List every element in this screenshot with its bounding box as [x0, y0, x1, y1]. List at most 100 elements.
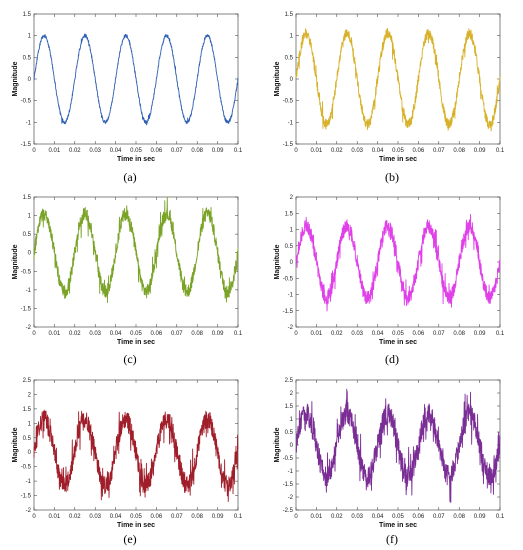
y-tick-label: -1.5: [21, 306, 32, 312]
y-tick-label: 1.5: [23, 12, 32, 18]
x-tick-label: 0.04: [110, 148, 122, 154]
x-tick-label: 0: [32, 331, 36, 337]
y-tick-label: 0: [290, 77, 294, 83]
x-tick-label: 0: [294, 331, 298, 337]
y-axis-label: Magnitude: [274, 427, 281, 462]
y-tick-label: 2: [28, 392, 32, 398]
y-tick-label: -0.5: [21, 99, 32, 105]
signal-line: [33, 196, 239, 304]
y-tick-label: -1: [288, 120, 294, 126]
x-axis-label: Time in sec: [379, 522, 417, 529]
chart-svg: -2 -1.5 -1 -0.5 0 0.5 1 1.5 0 0.01 0.02 0.03 0.04 0.0…: [12, 195, 243, 346]
y-axis-label: Magnitude: [274, 61, 281, 96]
y-tick-label: -0.5: [283, 456, 294, 462]
x-tick-label: 0.01: [311, 148, 323, 154]
chart-svg: -2.5 -2 -1.5 -1 -0.5 0 0.5 1 1.5 2 2.5 0 0.01 0.02 0.0…: [274, 378, 505, 529]
y-tick-label: 2.5: [23, 378, 32, 384]
signal-line: [295, 28, 501, 132]
y-axis-label: Magnitude: [274, 244, 281, 279]
y-tick-label: -1.5: [283, 482, 294, 488]
y-tick-label: 1.5: [285, 211, 294, 217]
y-tick-label: -1: [26, 120, 32, 126]
y-tick-label: 1: [290, 228, 294, 234]
y-tick-label: 0.5: [285, 244, 294, 250]
x-tick-label: 0.04: [372, 331, 384, 337]
x-tick-label: 0.06: [413, 331, 425, 337]
x-tick-label: 0.05: [392, 331, 404, 337]
x-tick-label: 0.04: [110, 514, 122, 520]
x-tick-label: 0: [32, 148, 36, 154]
x-tick-label: 0: [294, 514, 298, 520]
y-tick-label: -1.5: [283, 309, 294, 315]
y-tick-label: -1: [26, 288, 32, 294]
x-tick-label: 0.1: [496, 514, 505, 520]
y-tick-label: -2: [288, 495, 294, 501]
y-tick-label: 2.5: [285, 378, 294, 384]
x-tick-label: 0.01: [311, 514, 323, 520]
y-tick-label: 0: [28, 251, 32, 257]
y-tick-label: -0.5: [21, 465, 32, 471]
x-tick-label: 0.06: [151, 148, 163, 154]
x-tick-label: 0.08: [453, 514, 465, 520]
x-tick-label: 0.03: [351, 148, 363, 154]
x-tick-label: 0.06: [413, 148, 425, 154]
x-tick-label: 0.09: [474, 148, 486, 154]
x-tick-label: 0.07: [433, 148, 445, 154]
x-tick-label: 0.02: [331, 514, 343, 520]
x-tick-label: 0.02: [69, 331, 81, 337]
y-tick-label: -1.5: [21, 142, 32, 148]
x-tick-label: 0.07: [433, 514, 445, 520]
y-tick-label: 0.5: [23, 436, 32, 442]
x-tick-label: 0.08: [453, 148, 465, 154]
x-tick-label: 0.08: [191, 514, 203, 520]
signal-line: [33, 409, 239, 502]
x-tick-label: 0.01: [311, 331, 323, 337]
x-tick-label: 0.04: [372, 148, 384, 154]
caption-a: (a): [123, 170, 137, 184]
y-tick-label: -1.5: [21, 494, 32, 500]
x-tick-label: 0.04: [372, 514, 384, 520]
x-tick-label: 0.1: [234, 331, 243, 337]
chart-svg: -2 -1.5 -1 -0.5 0 0.5 1 1.5 2 2.5 0 0.01 0.02 0.03 0.0…: [12, 378, 243, 529]
caption-e: (e): [123, 532, 137, 546]
y-tick-label: -0.5: [21, 269, 32, 275]
x-tick-label: 0.09: [474, 331, 486, 337]
chart-panel-d: -2 -1.5 -1 -0.5 0 0.5 1 1.5 2 0 0.01 0.02 0.03 0.04 0.…: [262, 183, 523, 366]
y-tick-label: 0: [290, 443, 294, 449]
y-tick-label: 1: [28, 214, 32, 220]
x-tick-label: 0.06: [151, 514, 163, 520]
y-axis-label: Magnitude: [12, 61, 19, 96]
y-tick-label: -2.5: [283, 508, 294, 514]
y-tick-label: 0.5: [285, 430, 294, 436]
y-tick-label: -2: [26, 508, 32, 514]
chart-panel-b: -1.5 -1 -0.5 0 0.5 1 1.5 0 0.01 0.02 0.03 0.04 0.05 0…: [262, 0, 523, 183]
x-tick-label: 0.08: [453, 331, 465, 337]
y-tick-label: 1.5: [285, 404, 294, 410]
x-tick-label: 0.05: [130, 514, 142, 520]
x-tick-label: 0: [294, 148, 298, 154]
x-tick-label: 0.09: [212, 148, 224, 154]
y-tick-label: 1.5: [23, 407, 32, 413]
x-tick-label: 0.07: [171, 331, 183, 337]
x-tick-label: 0.09: [212, 514, 224, 520]
x-tick-label: 0.1: [496, 331, 505, 337]
x-tick-label: 0.08: [191, 331, 203, 337]
y-tick-label: 1: [290, 34, 294, 40]
x-axis-label: Time in sec: [117, 156, 155, 163]
caption-d: (d): [385, 352, 399, 366]
x-axis-label: Time in sec: [117, 339, 155, 346]
x-tick-label: 0.01: [49, 148, 61, 154]
y-tick-label: 1.5: [285, 12, 294, 18]
x-tick-label: 0.02: [331, 148, 343, 154]
y-axis-label: Magnitude: [12, 427, 19, 462]
y-tick-label: 1: [28, 421, 32, 427]
y-tick-label: -0.5: [283, 276, 294, 282]
y-tick-label: -1: [26, 479, 32, 485]
chart-panel-c: -2 -1.5 -1 -0.5 0 0.5 1 1.5 0 0.01 0.02 0.03 0.04 0.0…: [0, 183, 261, 366]
x-tick-label: 0.06: [151, 331, 163, 337]
y-tick-label: -1.5: [283, 142, 294, 148]
x-tick-label: 0.02: [331, 331, 343, 337]
y-tick-label: -0.5: [283, 99, 294, 105]
signal-line: [295, 388, 501, 503]
x-tick-label: 0.1: [234, 514, 243, 520]
